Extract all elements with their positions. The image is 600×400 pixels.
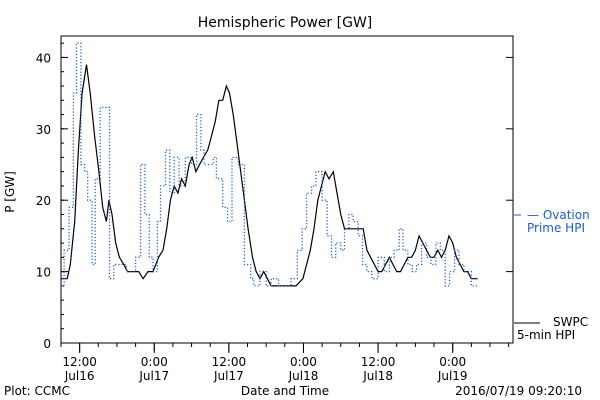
- ovation-prime-series-line: [61, 42, 478, 287]
- x-tick-label-date: Jul17: [138, 369, 169, 383]
- x-tick-label-date: Jul18: [362, 369, 393, 383]
- series-layer: [61, 42, 478, 287]
- plot-frame: [60, 35, 514, 344]
- legend-ovation-label-line1: — Ovation: [527, 208, 590, 222]
- x-axis: 12:00Jul160:00Jul1712:00Jul170:00Jul1812…: [60, 343, 510, 383]
- y-tick-label: 40: [36, 51, 51, 65]
- footer-timestamp: 2016/07/19 09:20:10: [455, 384, 582, 398]
- x-tick-label-time: 0:00: [290, 355, 317, 369]
- x-axis-label: Date and Time: [241, 384, 329, 398]
- x-tick-label-date: Jul19: [437, 369, 468, 383]
- y-tick-label: 30: [36, 123, 51, 137]
- swpc-series-line: [61, 64, 478, 287]
- x-tick-label-time: 0:00: [141, 355, 168, 369]
- legend-swpc-label-line1: SWPC: [553, 315, 588, 329]
- x-tick-label-date: Jul16: [64, 369, 95, 383]
- x-tick-label-time: 12:00: [361, 355, 396, 369]
- y-tick-label: 0: [43, 337, 51, 351]
- x-tick-label-date: Jul17: [213, 369, 244, 383]
- chart-title: Hemispheric Power [GW]: [198, 15, 373, 31]
- y-axis: 0 10 20 30 40: [36, 42, 513, 351]
- y-tick-label: 20: [36, 194, 51, 208]
- x-tick-label-time: 12:00: [62, 355, 97, 369]
- y-tick-label: 10: [36, 266, 51, 280]
- y-axis-label: P [GW]: [3, 171, 17, 213]
- legend-swpc-label-line2: 5-min HPI: [517, 328, 575, 342]
- x-tick-label-time: 0:00: [439, 355, 466, 369]
- footer-plot-source: Plot: CCMC: [4, 384, 70, 398]
- x-tick-label-date: Jul18: [288, 369, 319, 383]
- x-tick-label-time: 12:00: [212, 355, 247, 369]
- legend-ovation-label-line2: Prime HPI: [527, 221, 585, 235]
